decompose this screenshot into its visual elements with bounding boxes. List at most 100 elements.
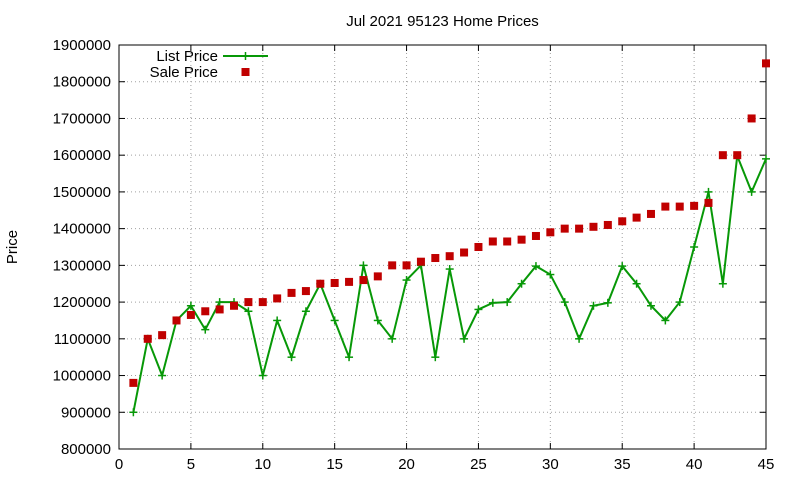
list-price-point [345,353,354,362]
x-tick-label: 35 [614,456,631,473]
sale-price-point [445,252,454,261]
series-sale-price [129,59,770,387]
sale-price-point [158,331,167,340]
sale-price-point [301,287,310,296]
list-price-point [388,334,397,343]
chart-title: Jul 2021 95123 Home Prices [346,13,539,30]
sale-price-point [675,202,684,211]
y-tick-label: 800000 [61,441,111,458]
list-price-point [747,187,756,196]
sale-price-point [517,235,526,244]
sale-price-point [230,301,239,310]
list-price-point [287,353,296,362]
sale-price-point [575,224,584,233]
sale-price-point [488,237,497,246]
sale-price-point [661,202,670,211]
list-price-point [158,371,167,380]
x-tick-label: 25 [470,456,487,473]
sale-price-point [258,298,267,307]
sale-price-point [345,277,354,286]
sale-price-point [244,298,253,307]
sale-price-point [359,276,368,285]
sale-price-point [589,222,598,231]
list-price-point [646,301,655,310]
sale-price-point [416,257,425,266]
y-tick-label: 1400000 [53,221,111,238]
list-price-point [560,298,569,307]
sale-price-point [747,114,756,123]
sale-price-point [718,151,727,160]
list-price-point [632,279,641,288]
list-price-point [402,276,411,285]
list-price-point [704,187,713,196]
x-tick-label: 0 [115,456,123,473]
list-price-point [445,265,454,274]
list-price-point [201,325,210,334]
list-price-point [690,243,699,251]
legend-label: Sale Price [150,64,218,81]
y-tick-label: 1100000 [54,331,111,348]
sale-price-point [172,316,181,325]
list-price-point [503,298,512,307]
sale-price-point [560,224,569,233]
y-tick-label: 1600000 [53,147,111,164]
list-price-line [132,155,767,413]
list-price-point [431,353,440,362]
sale-price-point [143,334,152,343]
sale-price-point [646,209,655,218]
x-tick-label: 30 [542,456,559,473]
legend-plus-marker [241,52,250,60]
sale-price-point [546,228,555,237]
y-tick-label: 1500000 [53,184,111,201]
sale-price-point [531,231,540,240]
list-price-point [244,307,253,316]
list-price-point [675,298,684,307]
list-price-point [546,270,555,279]
x-tick-label: 40 [686,456,703,473]
list-price-point [762,154,770,163]
list-price-point [215,298,224,307]
sale-price-point [388,261,397,270]
sale-price-point [330,278,339,287]
sale-price-point [503,237,512,246]
grid [119,45,766,449]
list-price-point [618,262,627,271]
list-price-point [301,307,310,316]
y-tick-label: 900000 [61,404,111,421]
y-tick-label: 1800000 [53,74,111,91]
x-tick-label: 20 [398,456,415,473]
list-price-point [359,261,368,270]
sale-price-point [603,220,612,229]
legend-label: List Price [156,48,218,65]
y-tick-label: 1200000 [53,294,111,311]
y-tick-label: 1700000 [53,110,111,127]
sale-price-point [618,217,627,226]
list-price-point [531,262,540,271]
y-tick-label: 1900000 [53,37,111,54]
axes: 800000 900000 1000000 1100000 1200000 1300000… [53,37,775,473]
list-price-point [373,316,382,325]
list-price-point [273,316,282,325]
sale-price-point [316,279,325,288]
sale-price-point [129,378,138,387]
sale-price-point [431,254,440,263]
sale-price-point [273,294,282,303]
list-price-point [603,298,612,307]
sale-price-point [287,288,296,297]
list-price-point [517,279,526,288]
sale-price-point [474,243,483,251]
list-price-point [661,316,670,325]
plot-frame [118,44,767,450]
legend-square-marker [241,68,250,76]
list-price-point [589,301,598,310]
sale-price-point [201,307,210,316]
list-price-point [718,279,727,288]
list-price-point [129,408,138,417]
x-tick-label: 5 [187,456,195,473]
x-tick-label: 15 [326,456,343,473]
series-list-price [129,151,770,417]
list-price-point [186,301,195,310]
